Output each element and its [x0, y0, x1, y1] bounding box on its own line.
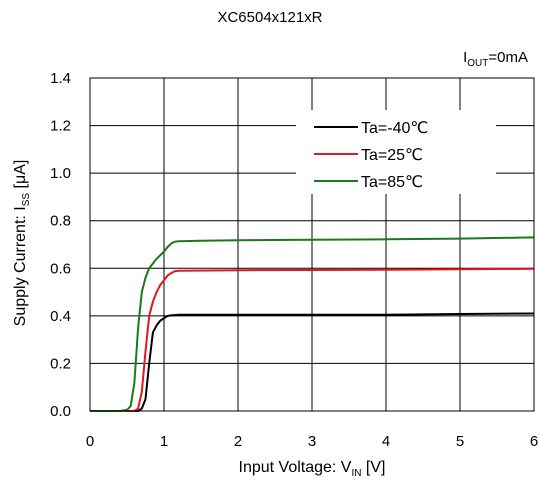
series-lines	[90, 236, 535, 412]
x-tick-label: 3	[308, 433, 316, 450]
legend-label: Ta=85℃	[361, 174, 423, 191]
x-tick-label: 2	[234, 433, 242, 450]
tick-labels: 0 1 2 3 4 5 6 0.0 0.2 0.4 0.6 0.8 1.0 1.2 1.4	[50, 70, 538, 450]
y-tick-label: 1.0	[50, 165, 71, 182]
x-tick-label: 5	[456, 433, 464, 450]
chart-title: XC6504x121xR	[217, 9, 323, 26]
y-tick-label: 1.4	[50, 70, 71, 87]
y-tick-label: 0.2	[50, 355, 71, 372]
y-tick-label: 0.8	[50, 213, 71, 230]
x-tick-label: 6	[530, 433, 538, 450]
series-line	[90, 312, 535, 412]
y-tick-label: 1.2	[50, 118, 71, 135]
x-tick-label: 1	[160, 433, 168, 450]
y-axis-label: Supply Current: ISS [μA]	[11, 159, 33, 327]
legend: Ta=-40℃ Ta=25℃ Ta=85℃	[296, 110, 496, 194]
y-tick-label: 0.6	[50, 260, 71, 277]
y-tick-label: 0.4	[50, 308, 71, 325]
x-axis-label: Input Voltage: VIN [V]	[238, 459, 386, 480]
series-line	[90, 267, 535, 412]
condition-label: IOUT=0mA	[463, 49, 528, 69]
legend-label: Ta=25℃	[361, 147, 423, 164]
series-line	[90, 236, 535, 412]
legend-label: Ta=-40℃	[361, 120, 428, 137]
y-tick-label: 0.0	[50, 403, 71, 420]
x-tick-label: 0	[86, 433, 94, 450]
plot-frame	[89, 77, 535, 412]
x-tick-label: 4	[382, 433, 390, 450]
